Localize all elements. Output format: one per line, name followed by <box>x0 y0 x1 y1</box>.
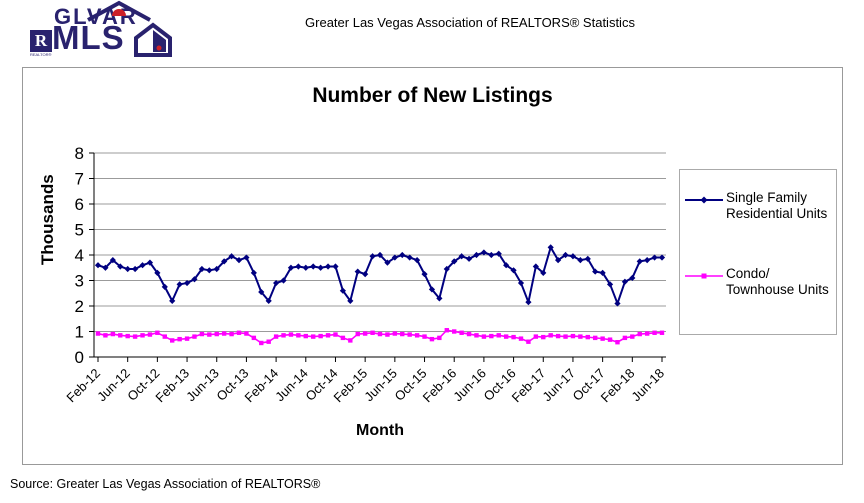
svg-text:2: 2 <box>75 297 84 316</box>
logo-house-icon <box>134 22 172 57</box>
svg-text:3: 3 <box>75 272 84 291</box>
legend-entry-single-family: Single Family Residential Units <box>684 190 827 222</box>
x-axis-title: Month <box>356 422 404 439</box>
svg-text:1: 1 <box>75 323 84 342</box>
svg-text:Jun-17: Jun-17 <box>539 366 578 405</box>
source-note: Source: Greater Las Vegas Association of… <box>10 477 321 491</box>
svg-text:Jun-14: Jun-14 <box>272 366 311 405</box>
realtor-logo-caption: REALTOR® <box>30 52 52 57</box>
realtor-r-logo: R <box>30 30 52 52</box>
line-chart-plot: 012345678Feb-12Jun-12Oct-12Feb-13Jun-13O… <box>63 144 667 406</box>
svg-text:Jun-16: Jun-16 <box>450 366 489 405</box>
chart-title: Number of New Listings <box>312 84 553 107</box>
svg-text:Jun-12: Jun-12 <box>94 366 133 405</box>
svg-text:7: 7 <box>75 170 84 189</box>
svg-text:Jun-15: Jun-15 <box>361 366 400 405</box>
condo-townhouse-legend-marker-icon <box>685 273 723 279</box>
legend-entry-condo-townhouse: Condo/ Townhouse Units <box>684 266 829 298</box>
svg-text:Feb-17: Feb-17 <box>509 366 549 406</box>
svg-text:Feb-16: Feb-16 <box>420 366 460 406</box>
single-family-legend-label: Single Family Residential Units <box>726 190 828 222</box>
svg-text:Jun-13: Jun-13 <box>183 366 222 405</box>
logo-roof-icon <box>87 0 151 22</box>
svg-text:Feb-18: Feb-18 <box>598 366 638 406</box>
svg-text:Feb-12: Feb-12 <box>63 366 103 406</box>
svg-text:Feb-14: Feb-14 <box>241 366 281 406</box>
chart-legend: Single Family Residential Units Condo/ T… <box>679 169 837 335</box>
single-family-legend-marker-icon <box>685 196 723 204</box>
logo-mls-text: MLS <box>52 19 125 56</box>
svg-text:0: 0 <box>75 348 84 367</box>
svg-text:Feb-15: Feb-15 <box>331 366 371 406</box>
svg-text:Jun-18: Jun-18 <box>628 366 667 405</box>
svg-text:4: 4 <box>75 246 84 265</box>
svg-text:6: 6 <box>75 195 84 214</box>
page-header-title: Greater Las Vegas Association of REALTOR… <box>305 15 635 30</box>
svg-text:Feb-13: Feb-13 <box>152 366 192 406</box>
glvar-mls-logo: GLVAR MLS R REALTOR® <box>30 0 175 60</box>
svg-text:8: 8 <box>75 144 84 163</box>
svg-text:5: 5 <box>75 221 84 240</box>
condo-townhouse-legend-label: Condo/ Townhouse Units <box>726 266 829 298</box>
